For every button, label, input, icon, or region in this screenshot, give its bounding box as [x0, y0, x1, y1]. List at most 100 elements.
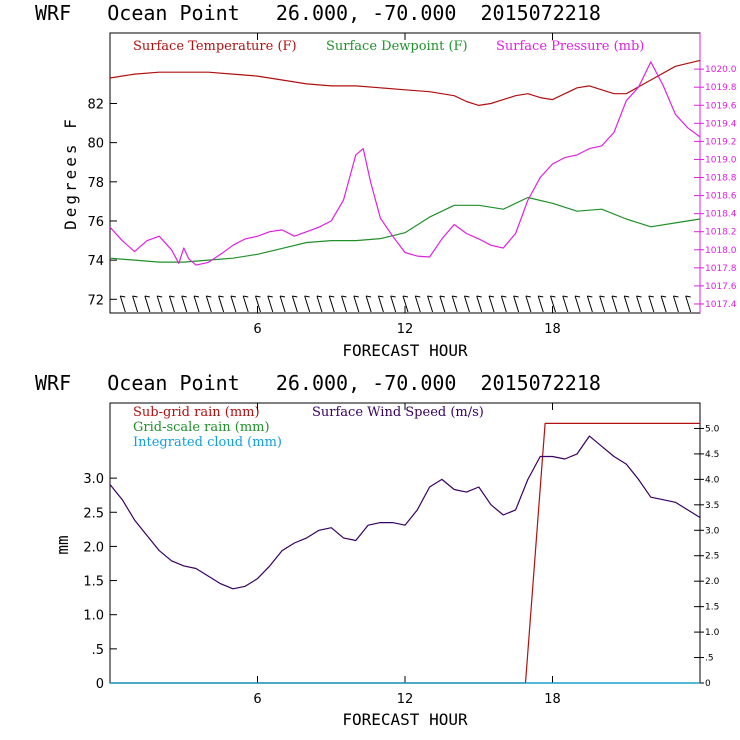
x-tick-label: 18	[544, 322, 561, 337]
top-chart-title: WRF Ocean Point 26.000, -70.000 20150722…	[35, 1, 601, 25]
y-tick-label: 80	[87, 137, 104, 152]
wind-barb-staff	[181, 295, 188, 313]
wind-barb-staff	[132, 295, 139, 313]
wind-barb-flag	[157, 295, 163, 298]
y-tick-label: 74	[87, 254, 104, 269]
wind-barb-staff	[353, 295, 360, 313]
wind-barb-flag	[661, 295, 667, 298]
y2-tick-label: 1017.4	[705, 300, 737, 310]
wind-barb-flag	[378, 295, 384, 298]
wind-barb-staff	[550, 295, 556, 313]
top-y-ticks: 72 74 76 78 80 82	[87, 97, 117, 308]
y-tick-label: 0	[96, 677, 104, 692]
y2-tick-label: 1019.2	[705, 137, 737, 147]
wind-barb-staff	[525, 295, 532, 313]
series-surface-dewpoint-f-line	[109, 196, 701, 263]
y-tick-label: 82	[87, 97, 104, 112]
wind-barb-flag	[452, 295, 458, 298]
wind-barb-staff	[279, 295, 286, 313]
wind-barb-flag	[218, 295, 224, 298]
y2-tick-label: 0	[705, 679, 711, 689]
x-tick-label: 6	[253, 322, 261, 337]
wind-barb-staff	[574, 295, 581, 313]
wind-barb-flag	[439, 295, 445, 298]
bottom-chart: WRF Ocean Point 26.000, -70.000 20150722…	[35, 371, 720, 729]
y-tick-label: 1.5	[83, 575, 104, 590]
wind-barb-staff	[476, 295, 483, 313]
wind-barb-staff	[341, 295, 348, 313]
wind-barb-staff	[463, 295, 470, 313]
wind-barb-staff	[636, 295, 643, 313]
y2-tick-label: 1017.6	[705, 282, 737, 292]
wind-barb-staff	[586, 295, 593, 313]
wind-barb-staff	[242, 295, 249, 313]
y2-tick-label: 1018.0	[705, 246, 737, 256]
y2-tick-label: 1017.8	[705, 264, 737, 274]
x-tick-label: 18	[544, 692, 561, 707]
top-x-axis-label: FORECAST HOUR	[342, 341, 468, 360]
wind-barb-staff	[156, 295, 163, 313]
y-tick-label: 3.0	[83, 472, 104, 487]
wind-barb-flag	[169, 295, 175, 298]
y2-tick-label: 4.5	[705, 450, 719, 460]
wind-barb-staff	[255, 295, 261, 313]
wind-barb-staff	[599, 295, 606, 313]
wind-barb-staff	[672, 295, 679, 313]
y-tick-label: 2.5	[83, 506, 104, 521]
y2-tick-label: 1018.2	[705, 228, 737, 238]
wind-barb-flag	[488, 295, 495, 298]
y2-tick-label: .5	[705, 654, 714, 664]
legend-temperature: Surface Temperature (F)	[133, 39, 297, 54]
x-tick-label: 12	[397, 692, 414, 707]
y2-tick-label: 4.0	[705, 475, 720, 485]
wind-barb-staff	[451, 295, 458, 313]
wind-barb-flag	[550, 295, 556, 298]
legend-gridscale-rain: Grid-scale rain (mm)	[133, 420, 270, 435]
top-y2-ticks: 1017.4 1017.6 1017.8 1018.0 1018.2 1018.4 1018…	[694, 33, 737, 313]
wind-barb-staff	[168, 295, 175, 313]
legend-integrated-cloud: Integrated cloud (mm)	[133, 435, 282, 450]
wind-barb-flag	[415, 295, 421, 298]
wind-barb-staff	[648, 295, 655, 313]
y2-tick-label: 1020.0	[705, 65, 737, 75]
wind-barb-staff	[144, 295, 151, 313]
wind-barb-flag	[611, 295, 618, 298]
wind-barb-staff	[119, 295, 126, 313]
wind-barb-flag	[673, 295, 679, 298]
wind-barb-staff	[414, 295, 421, 313]
y2-tick-label: 2.0	[705, 577, 720, 587]
wind-barb-flag	[353, 295, 359, 298]
wind-barb-staff	[660, 295, 667, 313]
bottom-y-axis-label: mm	[53, 535, 72, 554]
wind-barb-flag	[624, 295, 630, 298]
y2-tick-label: 1018.6	[705, 192, 737, 202]
wind-barb-flag	[562, 295, 568, 298]
wind-barb-flag	[525, 295, 532, 298]
wind-barb-staff	[230, 295, 237, 313]
bottom-y2-ticks: 0 .5 1.0 1.5 2.0 2.5 3.0 3.5 4.0 4.5 5.0	[694, 424, 720, 689]
legend-wind-speed: Surface Wind Speed (m/s)	[312, 405, 484, 420]
wind-barb-flag	[501, 295, 507, 298]
wind-barb-flag	[132, 295, 138, 298]
wind-barb-staff	[205, 295, 212, 313]
top-chart: WRF Ocean Point 26.000, -70.000 20150722…	[35, 1, 737, 360]
wind-barb-flag	[685, 295, 691, 298]
wind-barb-staff	[291, 295, 298, 313]
wind-barb-flag	[255, 295, 261, 298]
wind-barb-flag	[120, 295, 126, 298]
wind-barb-flag	[599, 295, 605, 298]
wind-barb-flag	[574, 295, 581, 298]
y2-tick-label: 5.0	[705, 424, 720, 434]
wind-barb-staff	[500, 295, 507, 313]
y2-tick-label: 2.5	[705, 552, 719, 562]
bottom-chart-title: WRF Ocean Point 26.000, -70.000 20150722…	[35, 371, 601, 395]
wind-barb-staff	[193, 295, 200, 313]
wind-barb-staff	[377, 295, 384, 313]
y2-tick-label: 1019.6	[705, 101, 737, 111]
wind-barb-staff	[488, 295, 495, 313]
y-tick-label: 76	[87, 215, 104, 230]
wind-barb-staff	[611, 295, 618, 313]
wind-barb-flag	[206, 295, 212, 298]
wind-barb-flag	[587, 295, 593, 298]
